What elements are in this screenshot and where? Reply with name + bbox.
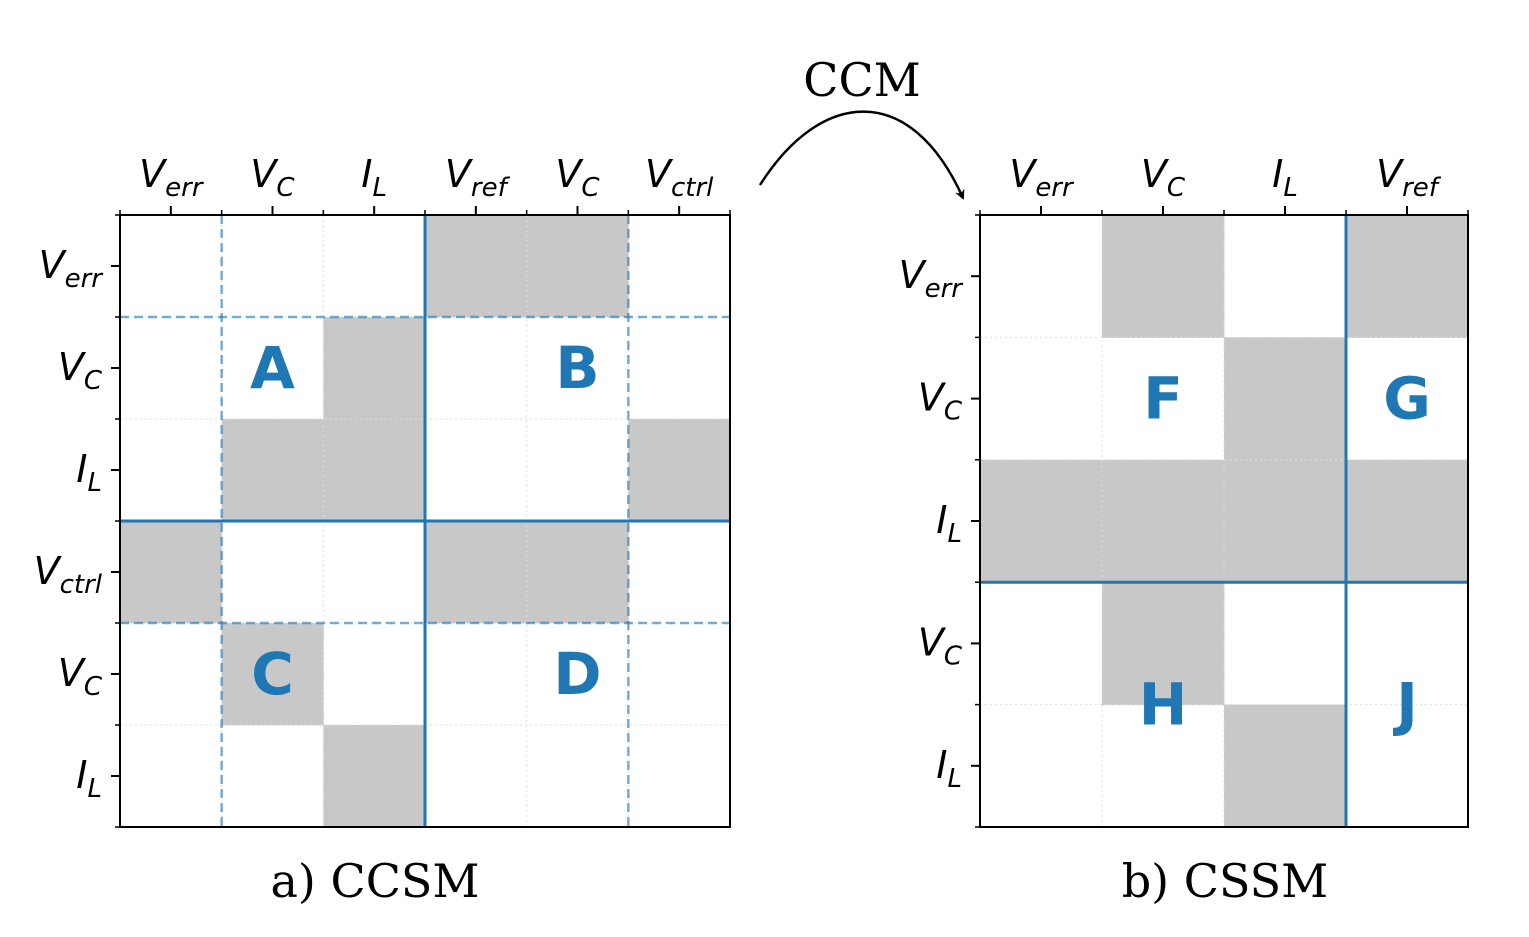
column-label: IL — [361, 152, 387, 203]
column-label: Vctrl — [645, 152, 714, 203]
row-label: IL — [76, 753, 102, 804]
filled-cell — [323, 317, 426, 420]
column-label: Verr — [139, 152, 205, 203]
block-label-g: G — [1383, 365, 1431, 433]
filled-cell — [980, 459, 1103, 583]
transformation-arrow: CCM — [758, 53, 965, 200]
filled-cell — [1102, 215, 1225, 338]
block-label-c: C — [251, 640, 294, 708]
filled-cell — [323, 419, 426, 522]
cssm-matrix-panel: Verr VC IL Vref Verr VC IL VC IL F G H J — [899, 152, 1469, 828]
row-label: Verr — [899, 253, 965, 304]
filled-cell — [526, 521, 629, 624]
column-label: Vref — [1376, 152, 1442, 203]
filled-cell — [323, 725, 426, 828]
curved-arrow — [758, 110, 965, 200]
row-label: VC — [58, 345, 103, 396]
row-label: IL — [936, 498, 962, 549]
caption-ccsm: a) CCSM — [271, 854, 480, 908]
block-label-j: J — [1392, 671, 1418, 739]
block-label-a: A — [250, 334, 295, 402]
row-label: VC — [918, 376, 963, 427]
row-label: Vctrl — [34, 549, 103, 600]
column-label: Verr — [1009, 152, 1075, 203]
row-label: VC — [58, 651, 103, 702]
column-label: Vref — [445, 152, 511, 203]
filled-cell — [1346, 215, 1469, 338]
filled-cell — [425, 215, 528, 318]
column-label: VC — [250, 152, 295, 203]
filled-cell — [526, 215, 629, 318]
caption-cssm: b) CSSM — [1122, 854, 1329, 908]
filled-cell — [425, 521, 528, 624]
filled-cell — [221, 419, 324, 522]
filled-cell — [1224, 704, 1347, 828]
row-label: IL — [936, 743, 962, 794]
column-label: IL — [1272, 152, 1298, 203]
block-label-b: B — [555, 334, 599, 402]
row-label: VC — [918, 620, 963, 671]
filled-cell — [221, 623, 324, 726]
filled-cell — [628, 419, 731, 522]
block-label-f: F — [1143, 365, 1183, 433]
arrow-label: CCM — [803, 53, 921, 107]
filled-cell — [1102, 582, 1225, 706]
column-label: VC — [555, 152, 600, 203]
filled-cell — [120, 521, 223, 624]
filled-cell — [1224, 459, 1347, 583]
ccsm-matrix-panel: Verr VC IL Vref VC Vctrl Verr VC IL Vctrl VC IL A B C D — [34, 152, 731, 828]
filled-cell — [1102, 459, 1225, 583]
block-label-h: H — [1139, 671, 1188, 739]
row-label: IL — [76, 447, 102, 498]
column-label: VC — [1141, 152, 1186, 203]
filled-cell — [1224, 337, 1347, 461]
filled-cell — [1346, 459, 1469, 583]
row-label: Verr — [39, 243, 105, 294]
block-label-d: D — [553, 640, 601, 708]
